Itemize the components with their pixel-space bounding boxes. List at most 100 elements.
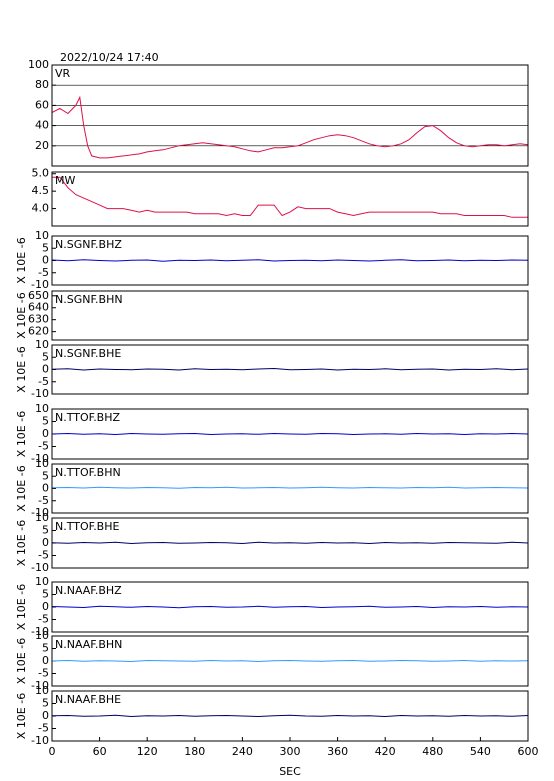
y-tick-label: 10 <box>35 402 49 415</box>
y-tick-label: 5.0 <box>32 167 50 180</box>
trace <box>51 659 529 663</box>
y-tick-label: 0 <box>42 536 49 549</box>
y-tick-label: 640 <box>28 301 49 314</box>
y-tick-label: 4.0 <box>32 202 50 215</box>
y-tick-label: -10 <box>31 452 49 465</box>
y-tick-label: -5 <box>38 375 49 388</box>
y-tick-label: 0 <box>42 482 49 495</box>
y-tick-label: -10 <box>31 506 49 519</box>
y-axis-label: X 10E -6 <box>15 584 28 630</box>
x-axis-label: SEC <box>279 765 301 778</box>
y-tick-label: 100 <box>28 58 49 71</box>
y-tick-label: 40 <box>35 119 49 132</box>
y-tick-label: -5 <box>38 549 49 562</box>
panel-label: N.NAAF.BHN <box>55 638 122 651</box>
y-axis-label: X 10E -6 <box>15 346 28 392</box>
y-tick-label: -10 <box>31 387 49 400</box>
panel-frame <box>51 235 529 286</box>
trace <box>51 95 529 159</box>
panel-label: N.SGNF.BHE <box>55 347 121 360</box>
y-tick-label: 10 <box>35 511 49 524</box>
x-tick-label: 600 <box>518 745 539 758</box>
y-axis-label: X 10E -6 <box>15 292 28 338</box>
trace <box>51 714 529 718</box>
y-tick-label: 5 <box>42 642 49 655</box>
x-tick-label: 300 <box>280 745 301 758</box>
panel-frame <box>51 408 529 460</box>
y-tick-label: 620 <box>28 325 49 338</box>
panel-label: N.TTOF.BHE <box>55 520 120 533</box>
y-tick-label: 10 <box>35 575 49 588</box>
y-axis-label: X 10E -6 <box>15 411 28 457</box>
y-tick-label: -5 <box>38 266 49 279</box>
panel-frame <box>51 635 529 687</box>
y-tick-label: -10 <box>31 734 49 747</box>
x-tick-label: 420 <box>375 745 396 758</box>
panel-label: N.SGNF.BHN <box>55 293 123 306</box>
panel-label: N.SGNF.BHZ <box>55 238 122 251</box>
y-tick-label: 5 <box>42 588 49 601</box>
trace <box>51 367 529 371</box>
panel-label: MW <box>55 174 75 187</box>
y-tick-label: 5 <box>42 241 49 254</box>
trace <box>51 259 529 262</box>
y-axis-label: X 10E -6 <box>15 465 28 511</box>
y-tick-label: -5 <box>38 667 49 680</box>
y-tick-label: 5 <box>42 524 49 537</box>
chart-title: 2022/10/24 17:40 <box>60 51 159 64</box>
y-tick-label: 60 <box>35 98 49 111</box>
y-tick-label: 20 <box>35 139 49 152</box>
y-tick-label: 0 <box>42 363 49 376</box>
y-tick-label: 10 <box>35 629 49 642</box>
trace <box>52 176 528 218</box>
x-tick-label: 480 <box>422 745 443 758</box>
x-tick-label: 180 <box>184 745 205 758</box>
y-tick-label: 10 <box>35 684 49 697</box>
y-tick-label: -10 <box>31 625 49 638</box>
y-tick-label: 630 <box>28 313 49 326</box>
y-tick-label: -5 <box>38 494 49 507</box>
y-tick-label: -5 <box>38 613 49 626</box>
y-axis-label: X 10E -6 <box>15 693 28 739</box>
y-tick-label: 0 <box>42 600 49 613</box>
trace <box>51 541 529 545</box>
y-axis-label: X 10E -6 <box>15 237 28 283</box>
panel-label: N.NAAF.BHE <box>55 693 121 706</box>
y-tick-label: 4.5 <box>32 184 50 197</box>
panel-label: VR <box>55 67 71 80</box>
trace <box>51 432 529 436</box>
trace <box>51 486 529 489</box>
y-tick-label: 10 <box>35 457 49 470</box>
y-tick-label: 0 <box>42 427 49 440</box>
panel-frame <box>51 517 529 569</box>
y-tick-label: -10 <box>31 561 49 574</box>
y-tick-label: 0 <box>42 709 49 722</box>
x-tick-label: 240 <box>232 745 253 758</box>
panel-frame <box>51 64 529 167</box>
trace <box>51 605 529 609</box>
panel-label: N.TTOF.BHN <box>55 466 121 479</box>
y-tick-label: 5 <box>42 350 49 363</box>
x-tick-label: 360 <box>327 745 348 758</box>
panel-frame <box>51 290 529 341</box>
y-tick-label: 5 <box>42 415 49 428</box>
y-tick-label: 10 <box>35 229 49 242</box>
panel-frame <box>51 344 529 395</box>
y-tick-label: 0 <box>42 654 49 667</box>
y-tick-label: 5 <box>42 697 49 710</box>
y-tick-label: 0 <box>42 254 49 267</box>
y-axis-label: X 10E -6 <box>15 638 28 684</box>
panel-label: N.NAAF.BHZ <box>55 584 122 597</box>
panel-label: N.TTOF.BHZ <box>55 411 121 424</box>
y-tick-label: -10 <box>31 278 49 291</box>
y-tick-label: 80 <box>35 78 49 91</box>
panel-frame <box>51 581 529 633</box>
x-tick-label: 0 <box>49 745 56 758</box>
x-tick-label: 540 <box>470 745 491 758</box>
x-tick-label: 120 <box>137 745 158 758</box>
y-tick-label: 5 <box>42 469 49 482</box>
y-tick-label: 10 <box>35 338 49 351</box>
y-axis-label: X 10E -6 <box>15 520 28 566</box>
y-tick-label: -10 <box>31 679 49 692</box>
